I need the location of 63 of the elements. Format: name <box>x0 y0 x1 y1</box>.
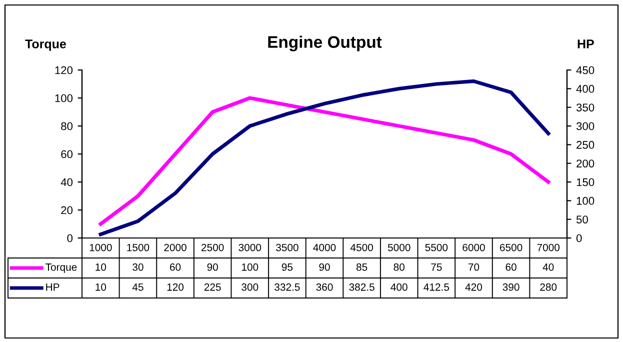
y-tick-label: 120 <box>55 66 73 74</box>
x-tick-label: 1000 <box>90 244 112 252</box>
data-label: 10 <box>96 263 106 271</box>
x-tick-label: 2000 <box>164 244 186 252</box>
data-label: 382.5 <box>349 283 374 291</box>
data-label: 85 <box>356 263 368 271</box>
data-label: 70 <box>468 263 480 271</box>
line-series <box>98 79 550 236</box>
y-axis-title: Torque <box>25 40 66 51</box>
data-label: 45 <box>132 284 144 291</box>
data-label: 225 <box>204 283 221 291</box>
data-label: 400 <box>390 283 408 291</box>
y2-tick-label: 250 <box>576 140 594 149</box>
data-label: 100 <box>242 263 258 271</box>
y-tick-label: 0 <box>67 234 73 242</box>
data-label: 90 <box>207 263 218 271</box>
data-label: 60 <box>170 263 181 271</box>
chart-title: Engine Output <box>268 36 382 52</box>
data-label: 80 <box>394 263 404 271</box>
data-label: 75 <box>431 264 442 271</box>
y2-axis-title: HP <box>578 40 594 48</box>
data-label: 412.5 <box>424 283 450 291</box>
line-series <box>98 96 550 226</box>
x-tick-label: 5500 <box>425 244 448 252</box>
y-tick-label: 20 <box>61 206 73 214</box>
y2-tick-label: 0 <box>576 234 582 242</box>
data-label: 60 <box>506 263 516 271</box>
y2-tick-label: 300 <box>576 122 594 130</box>
y2-tick-label: 150 <box>576 178 594 186</box>
data-label: 390 <box>502 283 520 291</box>
x-tick-label: 6500 <box>500 244 522 252</box>
data-label: 10 <box>96 283 106 291</box>
x-tick-label: 3500 <box>276 244 298 252</box>
legend-label: HP <box>46 284 60 291</box>
x-tick-label: 6000 <box>462 244 485 252</box>
y2-tick-label: 50 <box>576 216 588 224</box>
x-tick-label: 7000 <box>537 244 560 252</box>
x-tick-label: 4500 <box>350 244 373 252</box>
legend-label: Torque <box>46 264 77 273</box>
y-tick-label: 100 <box>55 94 73 102</box>
y-tick-label: 40 <box>60 178 73 186</box>
x-tick-label: 2500 <box>202 244 224 252</box>
y-tick-label: 80 <box>61 122 73 130</box>
data-label: 90 <box>319 263 330 271</box>
data-label: 280 <box>540 283 557 291</box>
data-label: 332.5 <box>274 283 300 291</box>
data-label: 95 <box>282 263 293 271</box>
y2-tick-label: 350 <box>576 104 594 112</box>
y-tick-label: 60 <box>61 150 73 158</box>
x-tick-label: 5000 <box>388 244 410 252</box>
data-label: 120 <box>167 283 184 291</box>
data-label: 360 <box>316 283 333 291</box>
y2-tick-label: 200 <box>576 160 594 168</box>
x-tick-label: 1500 <box>127 244 150 252</box>
y2-tick-label: 450 <box>576 66 594 74</box>
data-label: 30 <box>132 263 144 271</box>
data-label: 420 <box>465 283 482 291</box>
x-tick-label: 4000 <box>313 244 336 252</box>
data-label: 40 <box>542 263 554 271</box>
data-label: 300 <box>242 283 258 291</box>
y2-tick-label: 100 <box>576 196 594 205</box>
y2-tick-label: 400 <box>576 84 594 93</box>
x-tick-label: 3000 <box>238 244 262 252</box>
